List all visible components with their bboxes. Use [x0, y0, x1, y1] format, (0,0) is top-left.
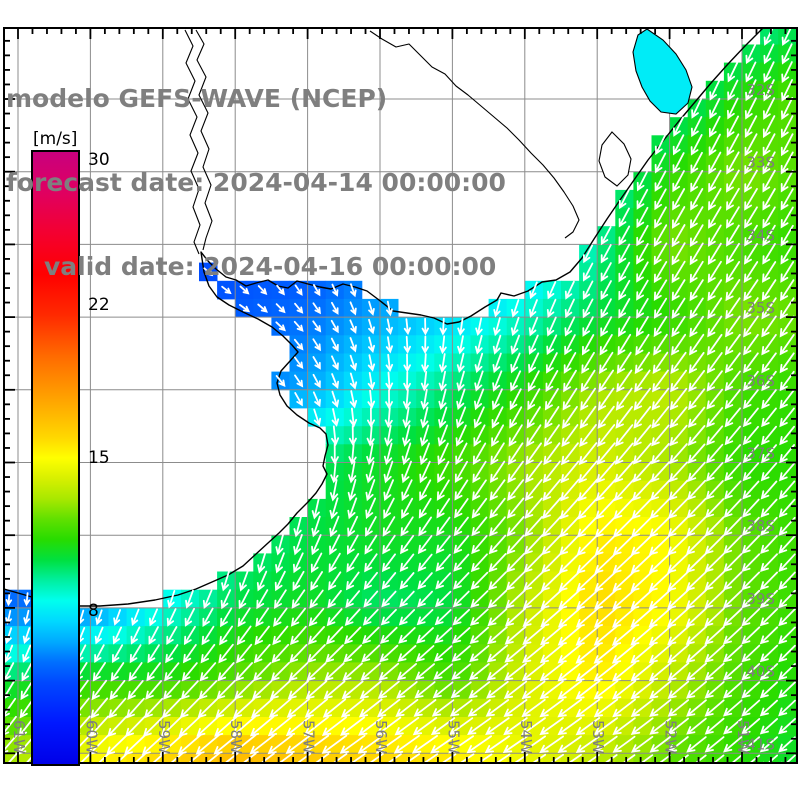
colorbar-tick-22: 22	[88, 295, 110, 315]
lat-label-41S: 41S	[746, 735, 775, 753]
forecast-date: forecast date: 2024-04-14 00:00:00	[6, 168, 506, 197]
colorbar-tick-8: 8	[88, 601, 99, 621]
lon-label-51W: 51W	[734, 720, 752, 754]
lat-label-33S: 33S	[746, 154, 775, 172]
lon-label-60W: 60W	[82, 720, 100, 754]
lon-label-52W: 52W	[662, 720, 680, 754]
lat-label-34S: 34S	[746, 226, 775, 244]
frame-and-ticks	[3, 27, 798, 764]
lat-label-36S: 36S	[746, 372, 775, 390]
colorbar	[31, 150, 80, 766]
colorbar-tick-15: 15	[88, 448, 110, 468]
lon-label-54W: 54W	[517, 720, 535, 754]
graticule	[4, 28, 797, 763]
lat-label-37S: 37S	[746, 445, 775, 463]
lon-label-61W: 61W	[10, 720, 28, 754]
axis-labels: 61W 60W 59W 58W 57W 56W 55W 54W 53W 52W 51W 32S 33S 3…	[10, 81, 775, 754]
lat-label-35S: 35S	[746, 299, 775, 317]
title-block: modelo GEFS-WAVE (NCEP) forecast date: 2…	[6, 29, 506, 337]
wind-direction-arrows	[4, 28, 797, 763]
lon-label-56W: 56W	[372, 720, 390, 754]
coastline-layer	[4, 28, 764, 607]
lon-label-53W: 53W	[589, 720, 607, 754]
lon-label-59W: 59W	[155, 720, 173, 754]
lat-label-40S: 40S	[746, 663, 775, 681]
lon-label-58W: 58W	[227, 720, 245, 754]
lat-label-38S: 38S	[746, 517, 775, 535]
lat-label-32S: 32S	[746, 81, 775, 99]
valid-date: valid date: 2024-04-16 00:00:00	[44, 252, 497, 281]
colorbar-gradient	[33, 152, 78, 764]
lon-label-57W: 57W	[300, 720, 318, 754]
colorbar-tick-30: 30	[88, 150, 110, 170]
lon-label-55W: 55W	[444, 720, 462, 754]
lat-label-39S: 39S	[746, 590, 775, 608]
colorbar-unit-label: [m/s]	[33, 129, 78, 149]
model-title: modelo GEFS-WAVE (NCEP)	[6, 84, 388, 113]
